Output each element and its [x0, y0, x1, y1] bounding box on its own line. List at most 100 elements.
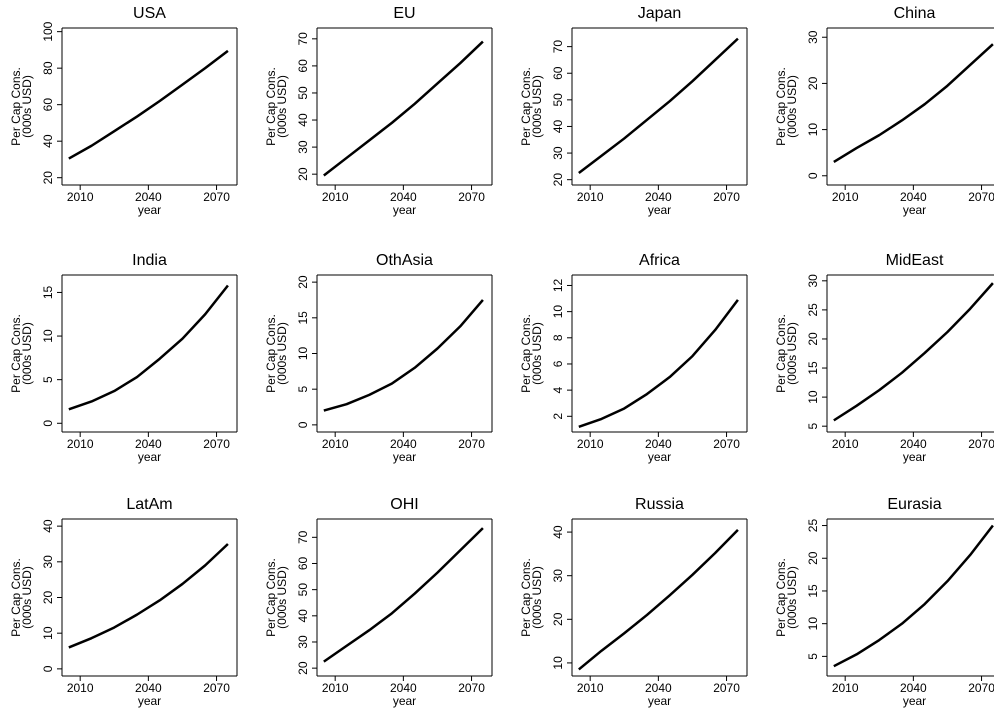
- y-tick-label: 30: [296, 635, 310, 649]
- x-tick-label: 2040: [135, 681, 162, 695]
- y-tick-label: 2: [551, 413, 565, 420]
- chart-title: Africa: [639, 252, 680, 269]
- x-tick-label: 2070: [713, 437, 740, 451]
- y-tick-label: 20: [806, 332, 820, 346]
- x-tick-label: 2040: [390, 437, 417, 451]
- y-tick-label: 70: [296, 530, 310, 544]
- chart-title: China: [894, 5, 936, 22]
- x-tick-label: 2010: [322, 681, 349, 695]
- y-axis-label: (000s USD): [275, 566, 289, 629]
- y-tick-label: 40: [41, 134, 55, 148]
- y-tick-label: 15: [806, 361, 820, 375]
- data-line: [578, 299, 739, 428]
- x-tick-label: 2070: [713, 681, 740, 695]
- chart-title: LatAm: [126, 496, 172, 513]
- y-tick-label: 100: [41, 21, 55, 41]
- y-tick-label: 25: [806, 519, 820, 533]
- x-tick-label: 2070: [203, 190, 230, 204]
- x-axis-label: year: [903, 694, 926, 708]
- y-tick-label: 10: [806, 123, 820, 137]
- y-tick-label: 20: [806, 551, 820, 565]
- x-axis-label: year: [903, 450, 926, 464]
- data-line: [323, 299, 484, 412]
- data-line: [323, 527, 484, 663]
- y-tick-label: 5: [41, 376, 55, 383]
- y-tick-label: 20: [296, 275, 310, 289]
- y-tick-label: 10: [41, 626, 55, 640]
- chart-title: Japan: [638, 5, 682, 22]
- y-tick-label: 0: [41, 420, 55, 427]
- y-tick-label: 10: [296, 347, 310, 361]
- chart-title: India: [132, 252, 167, 269]
- y-tick-label: 15: [41, 285, 55, 299]
- y-tick-label: 6: [551, 360, 565, 367]
- chart-title: Eurasia: [887, 496, 941, 513]
- x-tick-label: 2070: [203, 437, 230, 451]
- data-line: [68, 543, 229, 649]
- x-tick-label: 2070: [968, 437, 994, 451]
- y-tick-label: 60: [551, 66, 565, 80]
- data-line: [578, 37, 739, 175]
- y-axis-label: Per Cap Cons.: [9, 314, 23, 393]
- y-tick-label: 12: [551, 278, 565, 292]
- y-tick-label: 80: [41, 61, 55, 75]
- y-tick-label: 25: [806, 303, 820, 317]
- x-axis-label: year: [138, 450, 161, 464]
- x-axis-label: year: [648, 450, 671, 464]
- x-tick-label: 2040: [390, 190, 417, 204]
- y-axis-label: Per Cap Cons.: [264, 314, 278, 393]
- y-tick-label: 0: [806, 172, 820, 179]
- y-axis-label: (000s USD): [785, 566, 799, 629]
- data-line: [68, 49, 229, 160]
- x-tick-label: 2040: [900, 437, 927, 451]
- y-tick-label: 60: [41, 98, 55, 112]
- y-tick-label: 5: [296, 386, 310, 393]
- y-axis-label: Per Cap Cons.: [519, 314, 533, 393]
- x-tick-label: 2040: [390, 681, 417, 695]
- data-line: [68, 284, 229, 411]
- y-axis-label: (000s USD): [275, 75, 289, 138]
- x-tick-label: 2070: [968, 190, 994, 204]
- data-line: [323, 40, 484, 177]
- y-axis-label: Per Cap Cons.: [264, 558, 278, 637]
- y-tick-label: 5: [806, 653, 820, 660]
- y-tick-label: 0: [41, 665, 55, 672]
- x-axis-label: year: [648, 203, 671, 217]
- y-axis-label: Per Cap Cons.: [774, 314, 788, 393]
- y-axis-label: Per Cap Cons.: [519, 558, 533, 637]
- x-tick-label: 2010: [832, 190, 859, 204]
- y-axis-label: Per Cap Cons.: [9, 67, 23, 146]
- x-tick-label: 2040: [645, 437, 672, 451]
- data-line: [578, 529, 739, 671]
- y-tick-label: 10: [551, 305, 565, 319]
- y-axis-label: (000s USD): [275, 322, 289, 385]
- y-tick-label: 50: [296, 583, 310, 597]
- y-tick-label: 10: [806, 617, 820, 631]
- y-tick-label: 15: [806, 584, 820, 598]
- y-axis-label: (000s USD): [20, 566, 34, 629]
- x-tick-label: 2070: [458, 681, 485, 695]
- y-tick-label: 50: [551, 93, 565, 107]
- x-tick-label: 2040: [135, 190, 162, 204]
- y-tick-label: 40: [551, 525, 565, 539]
- y-tick-label: 40: [296, 609, 310, 623]
- x-tick-label: 2010: [832, 681, 859, 695]
- x-tick-label: 2070: [713, 190, 740, 204]
- y-tick-label: 15: [296, 311, 310, 325]
- y-tick-label: 20: [806, 76, 820, 90]
- y-tick-label: 20: [296, 661, 310, 675]
- chart-title: EU: [393, 5, 415, 22]
- x-axis-label: year: [393, 203, 416, 217]
- y-axis-label: (000s USD): [530, 322, 544, 385]
- y-axis-label: Per Cap Cons.: [774, 558, 788, 637]
- y-tick-label: 30: [806, 30, 820, 44]
- chart-title: OHI: [390, 496, 418, 513]
- x-tick-label: 2070: [458, 437, 485, 451]
- x-axis-label: year: [138, 694, 161, 708]
- x-tick-label: 2070: [203, 681, 230, 695]
- y-axis-label: (000s USD): [785, 322, 799, 385]
- y-tick-label: 20: [551, 612, 565, 626]
- y-axis-label: Per Cap Cons.: [264, 67, 278, 146]
